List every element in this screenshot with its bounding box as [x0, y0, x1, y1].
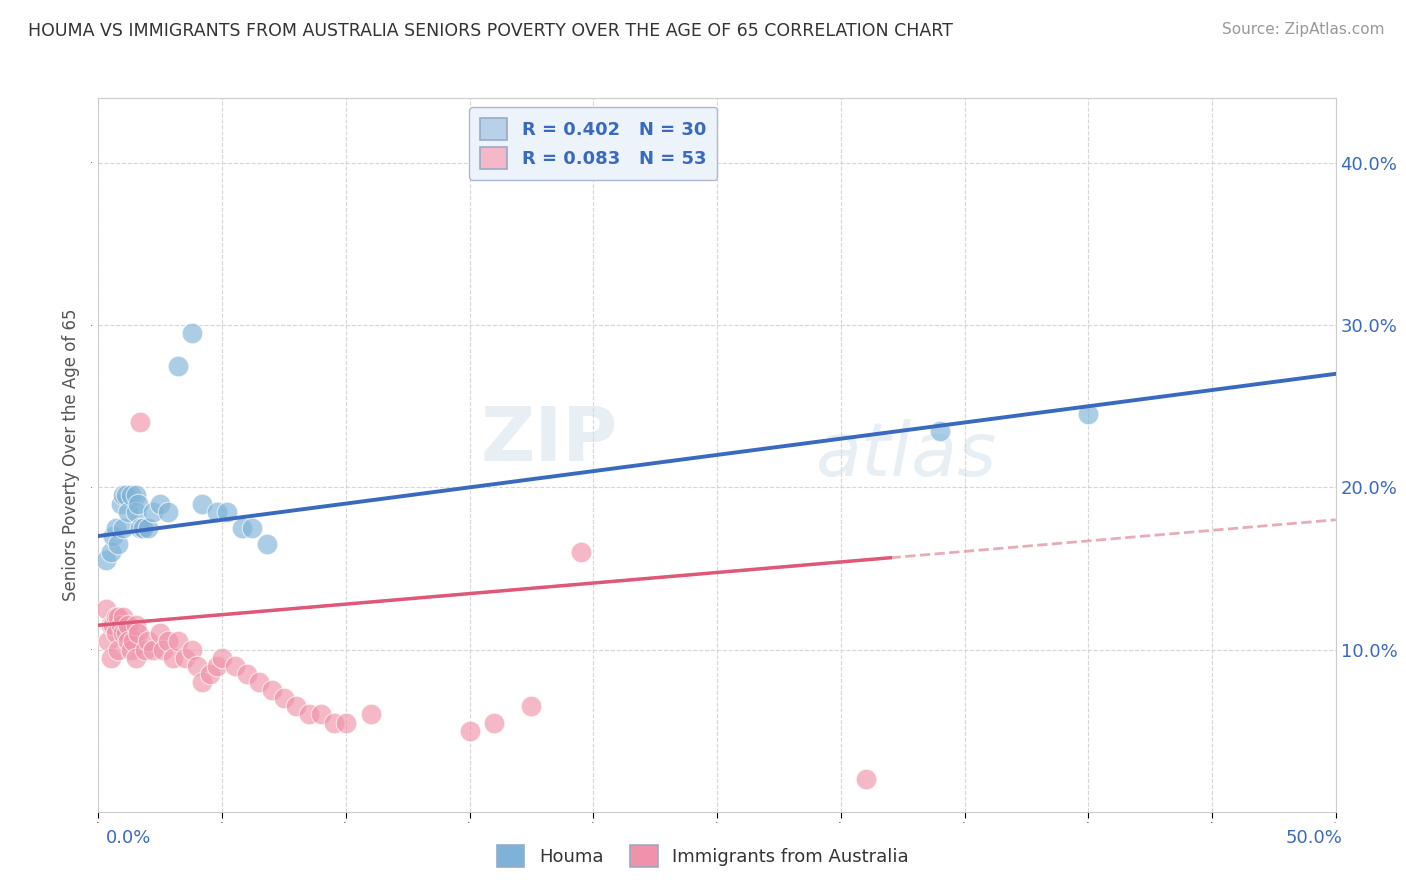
Point	[104, 626, 127, 640]
Point	[127, 497, 149, 511]
Point	[117, 634, 139, 648]
Point	[260, 683, 283, 698]
Text: 50.0%: 50.0%	[1286, 829, 1343, 847]
Point	[110, 618, 132, 632]
Point	[186, 658, 208, 673]
Point	[100, 545, 122, 559]
Point	[114, 626, 136, 640]
Point	[127, 626, 149, 640]
Point	[129, 416, 152, 430]
Point	[309, 707, 332, 722]
Text: ZIP: ZIP	[481, 404, 619, 477]
Point	[117, 618, 139, 632]
Point	[94, 602, 117, 616]
Point	[112, 610, 135, 624]
Point	[205, 658, 228, 673]
Point	[103, 618, 125, 632]
Point	[247, 675, 270, 690]
Point	[112, 488, 135, 502]
Point	[458, 723, 481, 738]
Point	[112, 626, 135, 640]
Point	[136, 634, 159, 648]
Point	[107, 642, 129, 657]
Point	[132, 521, 155, 535]
Point	[224, 658, 246, 673]
Point	[198, 666, 221, 681]
Legend: Houma, Immigrants from Australia: Houma, Immigrants from Australia	[491, 838, 915, 874]
Point	[117, 505, 139, 519]
Point	[122, 634, 145, 648]
Point	[166, 359, 188, 373]
Point	[298, 707, 321, 722]
Point	[1077, 408, 1099, 422]
Point	[104, 521, 127, 535]
Point	[181, 642, 204, 657]
Point	[520, 699, 543, 714]
Point	[855, 772, 877, 787]
Point	[256, 537, 278, 551]
Point	[211, 650, 233, 665]
Point	[103, 529, 125, 543]
Point	[120, 642, 142, 657]
Point	[114, 488, 136, 502]
Y-axis label: Seniors Poverty Over the Age of 65: Seniors Poverty Over the Age of 65	[62, 309, 80, 601]
Point	[928, 424, 950, 438]
Point	[240, 521, 263, 535]
Point	[569, 545, 592, 559]
Point	[104, 610, 127, 624]
Text: Source: ZipAtlas.com: Source: ZipAtlas.com	[1222, 22, 1385, 37]
Point	[205, 505, 228, 519]
Text: HOUMA VS IMMIGRANTS FROM AUSTRALIA SENIORS POVERTY OVER THE AGE OF 65 CORRELATIO: HOUMA VS IMMIGRANTS FROM AUSTRALIA SENIO…	[28, 22, 953, 40]
Point	[236, 666, 259, 681]
Point	[132, 521, 155, 535]
Point	[129, 521, 152, 535]
Point	[142, 505, 165, 519]
Point	[285, 699, 308, 714]
Point	[322, 715, 344, 730]
Point	[191, 675, 214, 690]
Point	[191, 497, 214, 511]
Point	[134, 642, 156, 657]
Point	[112, 521, 135, 535]
Point	[94, 553, 117, 567]
Point	[360, 707, 382, 722]
Point	[124, 505, 146, 519]
Point	[152, 642, 174, 657]
Legend: R = 0.402   N = 30, R = 0.083   N = 53: R = 0.402 N = 30, R = 0.083 N = 53	[470, 107, 717, 180]
Point	[484, 715, 506, 730]
Point	[120, 488, 142, 502]
Point	[124, 618, 146, 632]
Point	[231, 521, 253, 535]
Point	[124, 650, 146, 665]
Point	[136, 521, 159, 535]
Point	[156, 505, 179, 519]
Point	[149, 497, 172, 511]
Point	[107, 537, 129, 551]
Point	[181, 326, 204, 341]
Point	[273, 691, 295, 706]
Point	[142, 642, 165, 657]
Point	[100, 618, 122, 632]
Point	[156, 634, 179, 648]
Point	[166, 634, 188, 648]
Text: atlas: atlas	[815, 419, 997, 491]
Point	[217, 505, 239, 519]
Point	[162, 650, 184, 665]
Point	[124, 488, 146, 502]
Point	[107, 610, 129, 624]
Point	[335, 715, 357, 730]
Point	[100, 650, 122, 665]
Point	[110, 497, 132, 511]
Point	[174, 650, 197, 665]
Point	[149, 626, 172, 640]
Text: 0.0%: 0.0%	[105, 829, 150, 847]
Point	[97, 634, 120, 648]
